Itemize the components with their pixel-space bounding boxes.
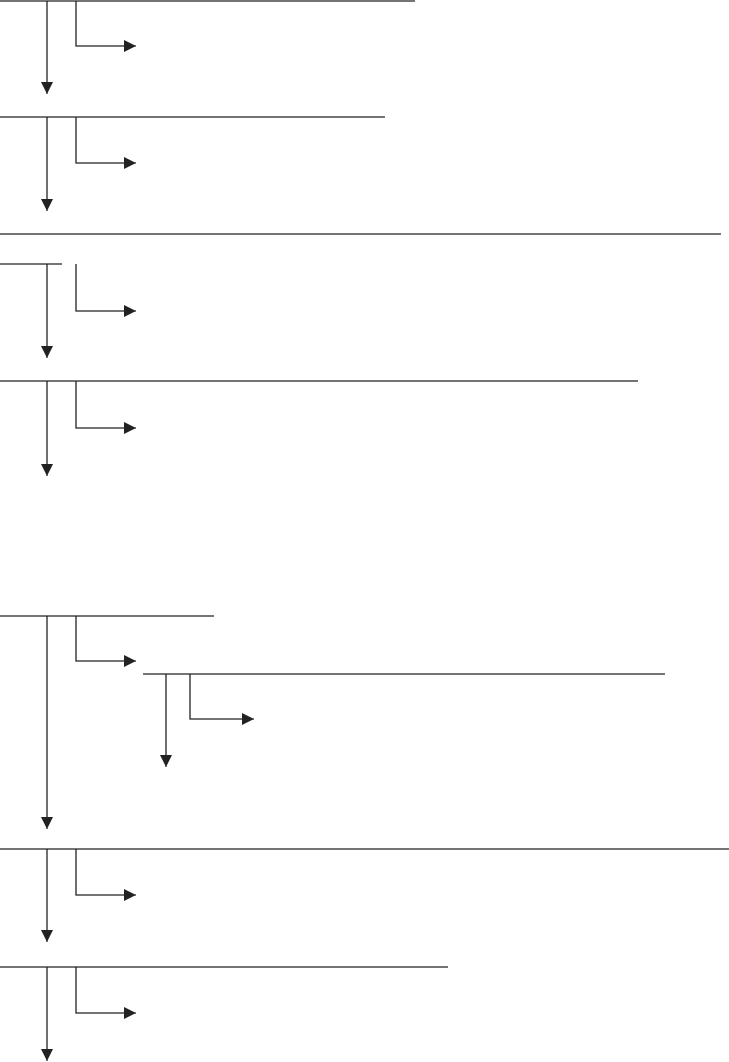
block: [0, 263, 136, 358]
block: [0, 380, 638, 476]
branch-arrow: [75, 117, 136, 169]
branch-arrow: [75, 381, 136, 434]
branch-arrow: [75, 849, 136, 901]
block: [0, 848, 729, 942]
nested-block: [143, 673, 665, 767]
block: [0, 0, 415, 94]
branch-arrow: [75, 1, 136, 52]
block: [0, 116, 385, 211]
block: [0, 966, 448, 1061]
branch-arrow: [75, 616, 136, 667]
branch-arrow: [75, 264, 136, 317]
branch-arrow: [75, 967, 136, 1019]
block: [0, 615, 665, 829]
branch-arrow: [189, 674, 254, 725]
